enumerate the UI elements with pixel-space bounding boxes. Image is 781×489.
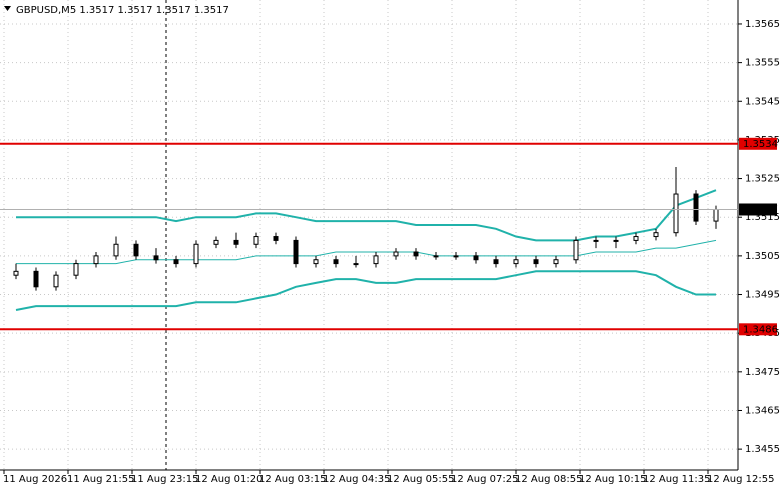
candle-body xyxy=(613,239,619,242)
candle-body xyxy=(53,274,59,288)
candle-body xyxy=(213,239,219,245)
candle-body xyxy=(333,259,339,265)
x-tick-label: 12 Aug 08:55 xyxy=(515,474,582,485)
price-badge xyxy=(739,323,777,336)
candle-body xyxy=(553,259,559,265)
candle-body xyxy=(373,255,379,265)
price-badge-label: 1.3517 xyxy=(743,204,778,215)
price-badge xyxy=(739,137,777,150)
candle-body xyxy=(173,259,179,265)
y-tick-label: 1.3465 xyxy=(745,405,780,416)
candle-body xyxy=(653,232,659,238)
candle-body xyxy=(293,239,299,265)
candle-body xyxy=(153,255,159,261)
x-tick-label: 11 Aug 2026 xyxy=(3,474,67,485)
candle-body xyxy=(93,255,99,265)
candle-body xyxy=(33,270,39,288)
candle-body xyxy=(633,236,639,241)
x-tick-label: 12 Aug 03:15 xyxy=(259,474,326,485)
x-tick-label: 12 Aug 05:55 xyxy=(387,474,454,485)
candle-body xyxy=(73,263,79,276)
y-tick-label: 1.3495 xyxy=(745,290,780,301)
x-tick-label: 12 Aug 11:35 xyxy=(643,474,710,485)
candle-body xyxy=(13,270,19,276)
price-badge-label: 1.3486 xyxy=(743,324,778,335)
candle-body xyxy=(673,193,679,234)
band-line xyxy=(16,189,717,242)
y-tick-label: 1.3515 xyxy=(745,212,780,223)
candle-body xyxy=(593,239,599,242)
candle-body xyxy=(693,193,699,222)
candle-body xyxy=(233,239,239,245)
candle-body xyxy=(273,236,279,241)
candle-body xyxy=(513,259,519,265)
x-tick-label: 12 Aug 10:15 xyxy=(579,474,646,485)
menu-arrow[interactable] xyxy=(4,6,11,11)
candle-body xyxy=(393,251,399,257)
candle-body xyxy=(473,255,479,261)
y-tick-label: 1.3505 xyxy=(745,251,780,262)
candle-body xyxy=(313,259,319,265)
candle-body xyxy=(493,259,499,265)
band-line xyxy=(15,270,716,311)
y-tick-label: 1.3555 xyxy=(745,58,780,69)
y-tick-label: 1.3545 xyxy=(745,96,780,107)
price-badge-label: 1.3534 xyxy=(743,139,778,150)
chart-title: GBPUSD,M5 1.3517 1.3517 1.3517 1.3517 xyxy=(16,5,229,16)
candle-body xyxy=(353,263,359,266)
candle-body xyxy=(713,208,719,222)
x-tick-label: 12 Aug 01:20 xyxy=(195,474,262,485)
candle-body xyxy=(133,243,139,257)
candle-body xyxy=(433,255,439,258)
y-tick-label: 1.3455 xyxy=(745,444,780,455)
y-tick-label: 1.3475 xyxy=(745,367,780,378)
x-tick-label: 12 Aug 12:55 xyxy=(707,474,774,485)
candle-body xyxy=(453,255,459,258)
candle-body xyxy=(193,243,199,265)
candle-body xyxy=(533,259,539,265)
price-badge xyxy=(739,203,777,216)
y-tick-label: 1.3565 xyxy=(745,19,780,30)
x-tick-label: 11 Aug 21:55 xyxy=(67,474,134,485)
band-line xyxy=(16,239,717,265)
candle-body xyxy=(573,239,579,261)
x-tick-label: 12 Aug 04:35 xyxy=(323,474,390,485)
x-tick-label: 12 Aug 07:25 xyxy=(451,474,518,485)
y-tick-label: 1.3525 xyxy=(745,174,780,185)
x-tick-label: 11 Aug 23:15 xyxy=(131,474,198,485)
candle-body xyxy=(113,243,119,257)
candle-body xyxy=(413,251,419,257)
candle-body xyxy=(253,236,259,245)
